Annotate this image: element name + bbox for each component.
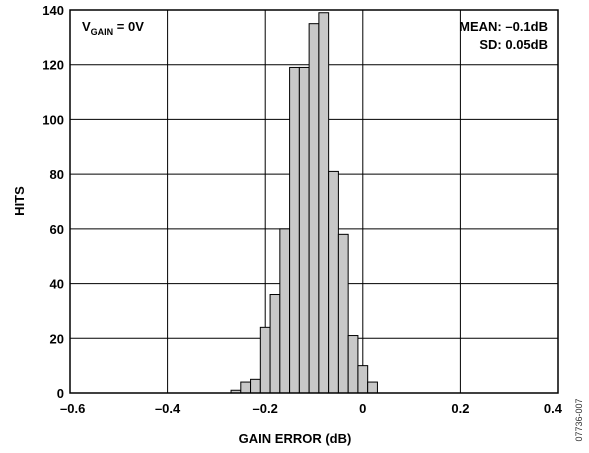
histogram-bar <box>279 228 291 394</box>
histogram-bars <box>230 12 378 394</box>
histogram-bar <box>357 365 369 394</box>
histogram-bar <box>269 294 281 394</box>
vgain-annotation: VGAIN = 0V <box>82 19 144 37</box>
y-tick-label: 140 <box>42 3 64 18</box>
x-tick-label: –0.4 <box>155 401 181 416</box>
y-tick-labels: 0 20 40 60 80 100 120 140 <box>42 3 64 401</box>
histogram-bar <box>328 170 339 394</box>
histogram-bar <box>318 12 330 394</box>
x-tick-label: 0 <box>359 401 366 416</box>
sd-annotation: SD: 0.05dB <box>479 37 548 52</box>
histogram-bar <box>367 381 378 394</box>
histogram-bar <box>240 381 252 394</box>
histogram-bar <box>298 66 310 394</box>
x-tick-labels: –0.6 –0.4 –0.2 0 0.2 0.4 <box>60 401 563 416</box>
mean-annotation: MEAN: –0.1dB <box>459 19 548 34</box>
y-tick-label: 100 <box>42 112 64 127</box>
y-axis-label: HITS <box>12 186 27 216</box>
histogram-bar <box>308 23 320 394</box>
histogram-bar <box>250 378 261 394</box>
y-tick-label: 0 <box>57 386 64 401</box>
x-tick-label: 0.2 <box>451 401 469 416</box>
x-tick-label: –0.6 <box>60 401 85 416</box>
figure-code: 07736-007 <box>574 398 584 441</box>
x-axis-label: GAIN ERROR (dB) <box>239 431 352 446</box>
y-tick-label: 40 <box>50 277 64 292</box>
histogram-bar <box>289 66 300 394</box>
y-tick-label: 20 <box>50 331 64 346</box>
x-tick-label: –0.2 <box>253 401 278 416</box>
histogram-bar <box>337 233 349 394</box>
y-tick-label: 80 <box>50 167 64 182</box>
x-tick-label: 0.4 <box>544 401 563 416</box>
histogram-bar <box>259 326 271 394</box>
histogram-bar <box>347 335 359 394</box>
plot-frame <box>69 9 559 394</box>
y-tick-label: 60 <box>50 222 64 237</box>
y-tick-label: 120 <box>42 58 64 73</box>
